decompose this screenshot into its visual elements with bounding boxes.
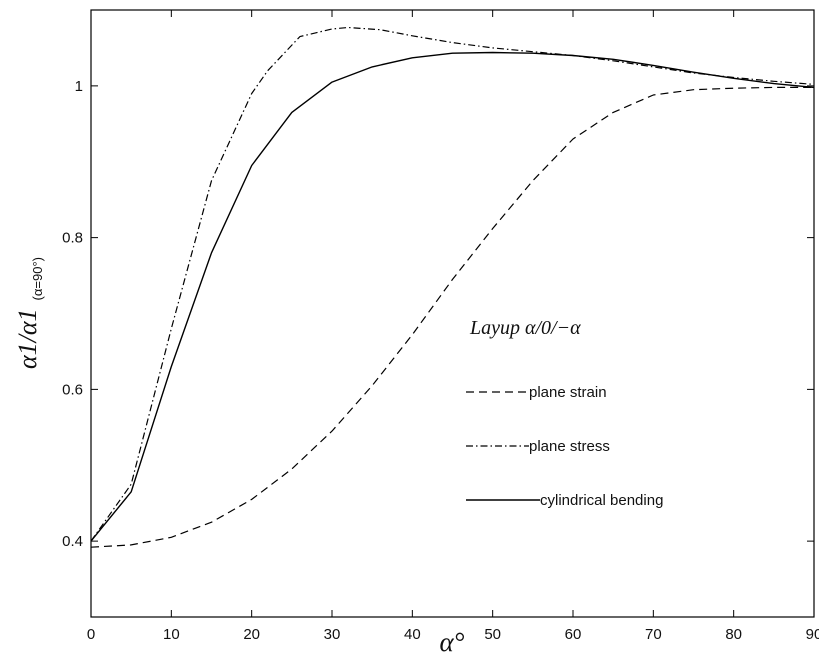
x-tick-label: 70	[645, 626, 662, 643]
x-tick-label: 80	[725, 626, 742, 643]
x-axis: 0 10 20 30 40 50 60 70 80 90	[87, 10, 819, 643]
y-axis-title-subscript: (α=90°)	[30, 257, 45, 300]
legend: Layup α/0/−α plane strain plane stress c…	[466, 317, 663, 509]
series-line-plane-stress	[90, 26, 815, 542]
x-tick-label: 60	[565, 626, 582, 643]
series-layer	[90, 26, 815, 548]
y-tick-label: 0.8	[62, 230, 83, 247]
x-tick-label: 30	[324, 626, 341, 643]
series-line-cylindrical-bending	[90, 51, 815, 542]
y-tick-label: 0.4	[62, 533, 83, 550]
x-axis-title: α°	[440, 627, 465, 656]
legend-label-plane-stress: plane stress	[529, 438, 610, 455]
x-tick-label: 20	[243, 626, 260, 643]
x-tick-label: 10	[163, 626, 180, 643]
y-tick-label: 1	[75, 78, 83, 95]
x-tick-label: 50	[484, 626, 501, 643]
x-tick-label: 90	[806, 626, 819, 643]
legend-label-cylindrical-bending: cylindrical bending	[540, 492, 663, 509]
legend-label-plane-strain: plane strain	[529, 384, 607, 401]
y-tick-label: 0.6	[62, 381, 83, 398]
x-tick-label: 40	[404, 626, 421, 643]
y-axis-title-main: α1/α1	[13, 308, 42, 369]
x-tick-label: 0	[87, 626, 95, 643]
y-axis: 0.4 0.6 0.8 1	[62, 78, 814, 550]
series-line-plane-strain	[90, 86, 814, 548]
legend-title: Layup α/0/−α	[469, 317, 581, 339]
y-axis-title: α1/α1 (α=90°)	[13, 257, 45, 369]
plot-frame	[90, 9, 815, 618]
